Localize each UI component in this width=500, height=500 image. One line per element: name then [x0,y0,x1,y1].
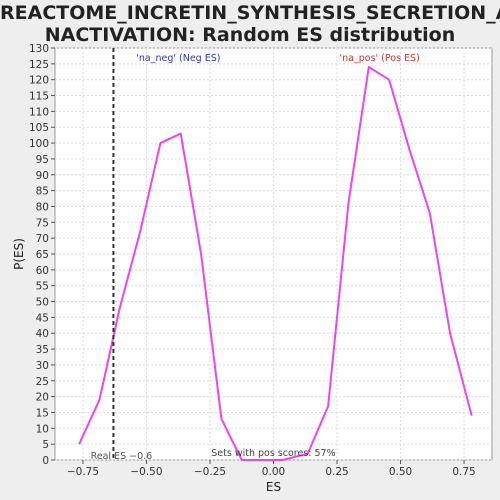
y-tick-label: 40 [36,328,49,340]
x-tick-label: 0.75 [452,466,475,478]
y-tick-label: 85 [36,186,49,198]
y-tick-label: 5 [42,439,49,451]
x-tick-label: −0.25 [194,466,226,478]
y-tick-label: 95 [36,154,49,166]
y-tick-label: 55 [36,281,49,293]
y-tick-label: 110 [29,106,49,118]
y-tick-label: 10 [36,423,49,435]
y-axis-label: P(ES) [12,238,26,270]
x-axis-label: ES [266,480,281,494]
y-tick-label: 35 [36,344,49,356]
y-tick-label: 105 [29,122,49,134]
real-es-label: Real ES −0.6 [91,451,153,462]
chart-title-line-1: REACTOME_INCRETIN_SYNTHESIS_SECRETION_AN… [0,2,500,24]
x-tick-label: 0.25 [325,466,348,478]
y-tick-label: 115 [29,91,49,103]
y-tick-label: 0 [42,455,49,467]
pos-es-annotation: 'na_pos' (Pos ES) [340,53,420,64]
y-tick-label: 70 [36,233,49,245]
x-tick-label: −0.50 [130,466,162,478]
y-tick-label: 100 [29,138,49,150]
y-tick-label: 45 [36,312,49,324]
chart-title-line-2: NACTIVATION: Random ES distribution [44,24,456,46]
pos-scores-annotation: Sets with pos scores: 57% [211,448,335,459]
y-tick-label: 120 [29,75,49,87]
y-tick-label: 25 [36,376,49,388]
y-tick-label: 90 [36,170,49,182]
x-tick-label: 0.00 [262,466,285,478]
y-tick-label: 125 [29,59,49,71]
y-tick-label: 65 [36,249,49,261]
x-tick-label: −0.75 [67,466,99,478]
y-tick-label: 60 [36,265,49,277]
y-tick-label: 75 [36,217,49,229]
neg-es-annotation: 'na_neg' (Neg ES) [136,53,220,64]
x-tick-label: 0.50 [389,466,412,478]
y-tick-label: 50 [36,297,49,309]
y-tick-label: 130 [29,43,49,55]
es-distribution-line [78,66,473,461]
y-tick-label: 20 [36,392,49,404]
y-tick-label: 15 [36,407,49,419]
y-tick-label: 30 [36,360,49,372]
y-tick-label: 80 [36,201,49,213]
